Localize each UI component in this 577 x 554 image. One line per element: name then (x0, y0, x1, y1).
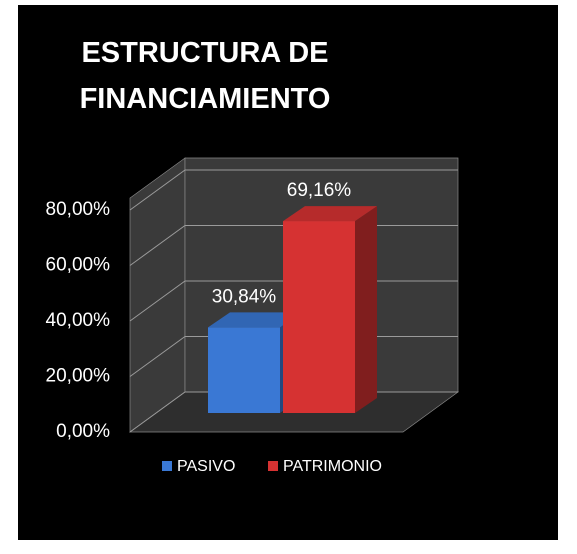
grid-line (129, 169, 458, 211)
data-label: 69,16% (287, 180, 352, 201)
y-tick-label: 0,00% (56, 421, 110, 442)
bar (208, 327, 280, 413)
chart-title: ESTRUCTURA DE FINANCIAMIENTO (79, 37, 331, 115)
y-tick-label: 80,00% (46, 199, 111, 220)
legend-swatch (268, 461, 278, 471)
y-tick-label: 60,00% (46, 255, 111, 276)
bar-top (283, 206, 377, 222)
side-wall (129, 157, 186, 433)
legend-swatch (162, 461, 172, 471)
y-tick-label: 20,00% (46, 366, 111, 387)
legend-label: PASIVO (177, 458, 235, 475)
bar-side (355, 206, 377, 413)
bar (283, 221, 355, 413)
data-label: 30,84% (212, 286, 277, 307)
legend-label: PATRIMONIO (283, 458, 382, 475)
y-tick-label: 40,00% (46, 310, 111, 331)
bar-top (208, 312, 302, 328)
